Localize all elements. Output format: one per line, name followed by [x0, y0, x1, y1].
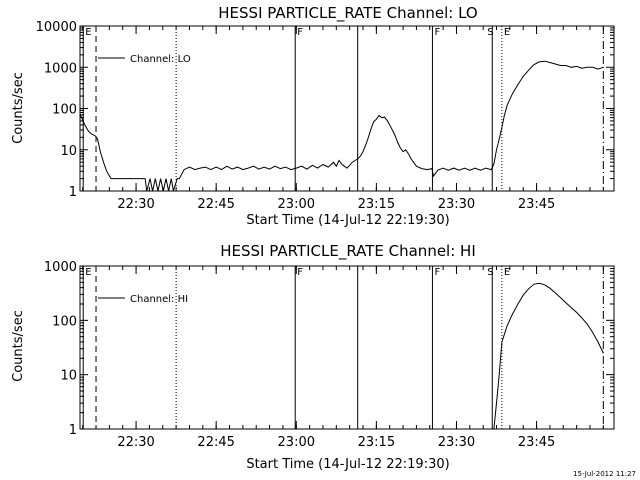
panel-hi-ytick-label: 10: [60, 369, 77, 384]
panel-hi-event-marker-label: E: [85, 267, 91, 278]
panel-hi-plot-frame: [79, 265, 615, 430]
panel-hi-title: HESSI PARTICLE_RATE Channel: HI: [220, 242, 476, 261]
panel-hi-ticks: 22:30 22:45 23:00 23:15 23:30 23:45 1 10 100 1000: [44, 260, 614, 450]
panel-lo-event-marker-label: E: [504, 27, 510, 38]
panel-lo-series-line: [79, 60, 604, 192]
panel-hi-ytick-label: 100: [52, 314, 77, 329]
panel-lo-legend-label: Channel: LO: [130, 54, 191, 65]
panel-hi-event-marker-label: F: [297, 267, 303, 278]
panel-lo-plot-frame: [79, 25, 615, 192]
panel-lo-xtick-label: 22:45: [197, 197, 234, 212]
panel-hi-xtick-label: 22:30: [117, 435, 154, 450]
panel-lo-event-marker-label: S: [487, 27, 493, 38]
panel-lo-event-marker-label: E: [85, 27, 91, 38]
panel-lo-title: HESSI PARTICLE_RATE Channel: LO: [218, 4, 477, 23]
panel-lo-xtick-label: 23:30: [438, 197, 475, 212]
panel-hi: HESSI PARTICLE_RATE Channel: HI Counts/s…: [11, 242, 615, 472]
panel-lo-ytick-label: 100: [52, 103, 77, 118]
panel-lo-event-marker-label: F: [434, 27, 440, 38]
panel-lo-ylabel: Counts/sec: [11, 72, 26, 144]
panel-hi-xtick-label: 22:45: [197, 435, 234, 450]
panel-lo-xtick-label: 23:15: [358, 197, 395, 212]
panel-lo-ytick-label: 1000: [44, 61, 77, 76]
panel-hi-xtick-label: 23:00: [278, 435, 315, 450]
panel-lo-ytick-label: 10: [60, 144, 77, 159]
panel-hi-ytick-label: 1000: [44, 260, 77, 275]
panel-hi-ytick-label: 1: [69, 423, 77, 438]
panel-hi-series-line: [493, 282, 604, 430]
footer-timestamp: 15-Jul-2012 11:27: [573, 470, 636, 478]
panel-hi-event-marker-label: S: [487, 267, 493, 278]
panel-hi-xtick-label: 23:30: [438, 435, 475, 450]
panel-lo-ytick-label: 1: [69, 185, 77, 200]
panel-lo-event-marker-label: F: [297, 27, 303, 38]
panel-lo-xlabel: Start Time (14-Jul-12 22:19:30): [246, 213, 449, 228]
panel-lo-xtick-label: 22:30: [117, 197, 154, 212]
panel-hi-xtick-label: 23:15: [358, 435, 395, 450]
panel-lo: HESSI PARTICLE_RATE Channel: LO Counts/s…: [11, 4, 615, 228]
panel-hi-xlabel: Start Time (14-Jul-12 22:19:30): [246, 457, 449, 472]
panel-lo-xtick-label: 23:00: [278, 197, 315, 212]
panel-hi-xtick-label: 23:45: [518, 435, 555, 450]
panel-lo-ticks: 22:30 22:45 23:00 23:15 23:30 23:45 1 10 100 1000…: [36, 20, 614, 212]
panel-hi-event-marker-label: E: [504, 267, 510, 278]
panel-lo-xtick-label: 23:45: [518, 197, 555, 212]
panel-lo-ytick-label: 10000: [36, 20, 77, 35]
panel-hi-legend-label: Channel: HI: [130, 294, 188, 305]
panel-hi-event-marker-label: F: [434, 267, 440, 278]
panel-hi-ylabel: Counts/sec: [11, 310, 26, 382]
